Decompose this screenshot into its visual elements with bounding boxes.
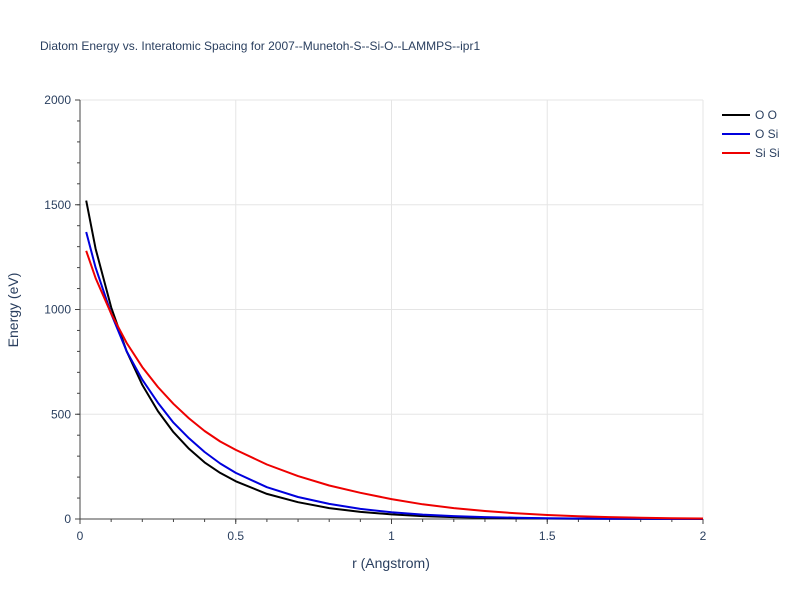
y-tick-label: 1000 xyxy=(44,303,71,317)
series-line-o-si xyxy=(85,231,703,520)
chart-title: Diatom Energy vs. Interatomic Spacing fo… xyxy=(40,39,480,53)
ticks: 0 0.5 1 1.5 2 0 500 1000 1500 2000 xyxy=(44,93,706,543)
x-axis-label: r (Angstrom) xyxy=(352,555,430,571)
axes xyxy=(75,99,704,524)
series-lines xyxy=(85,200,704,520)
y-tick-label: 0 xyxy=(64,512,71,526)
x-tick-label: 1 xyxy=(388,529,395,543)
x-tick-label: 0.5 xyxy=(227,529,244,543)
y-axis-label: Energy (eV) xyxy=(5,273,21,348)
legend[interactable]: O O O Si Si Si xyxy=(722,108,780,160)
y-tick-label: 1500 xyxy=(44,198,71,212)
series-line-si-si xyxy=(85,250,704,520)
y-tick-label: 500 xyxy=(51,407,71,421)
legend-label-o-o: O O xyxy=(755,108,777,122)
x-tick-label: 2 xyxy=(700,529,707,543)
x-tick-label: 0 xyxy=(77,529,84,543)
y-tick-label: 2000 xyxy=(44,93,71,107)
legend-label-o-si: O Si xyxy=(755,127,778,141)
grid xyxy=(80,99,704,519)
series-line-o-o xyxy=(85,200,704,520)
x-tick-label: 1.5 xyxy=(539,529,556,543)
legend-label-si-si: Si Si xyxy=(755,146,780,160)
